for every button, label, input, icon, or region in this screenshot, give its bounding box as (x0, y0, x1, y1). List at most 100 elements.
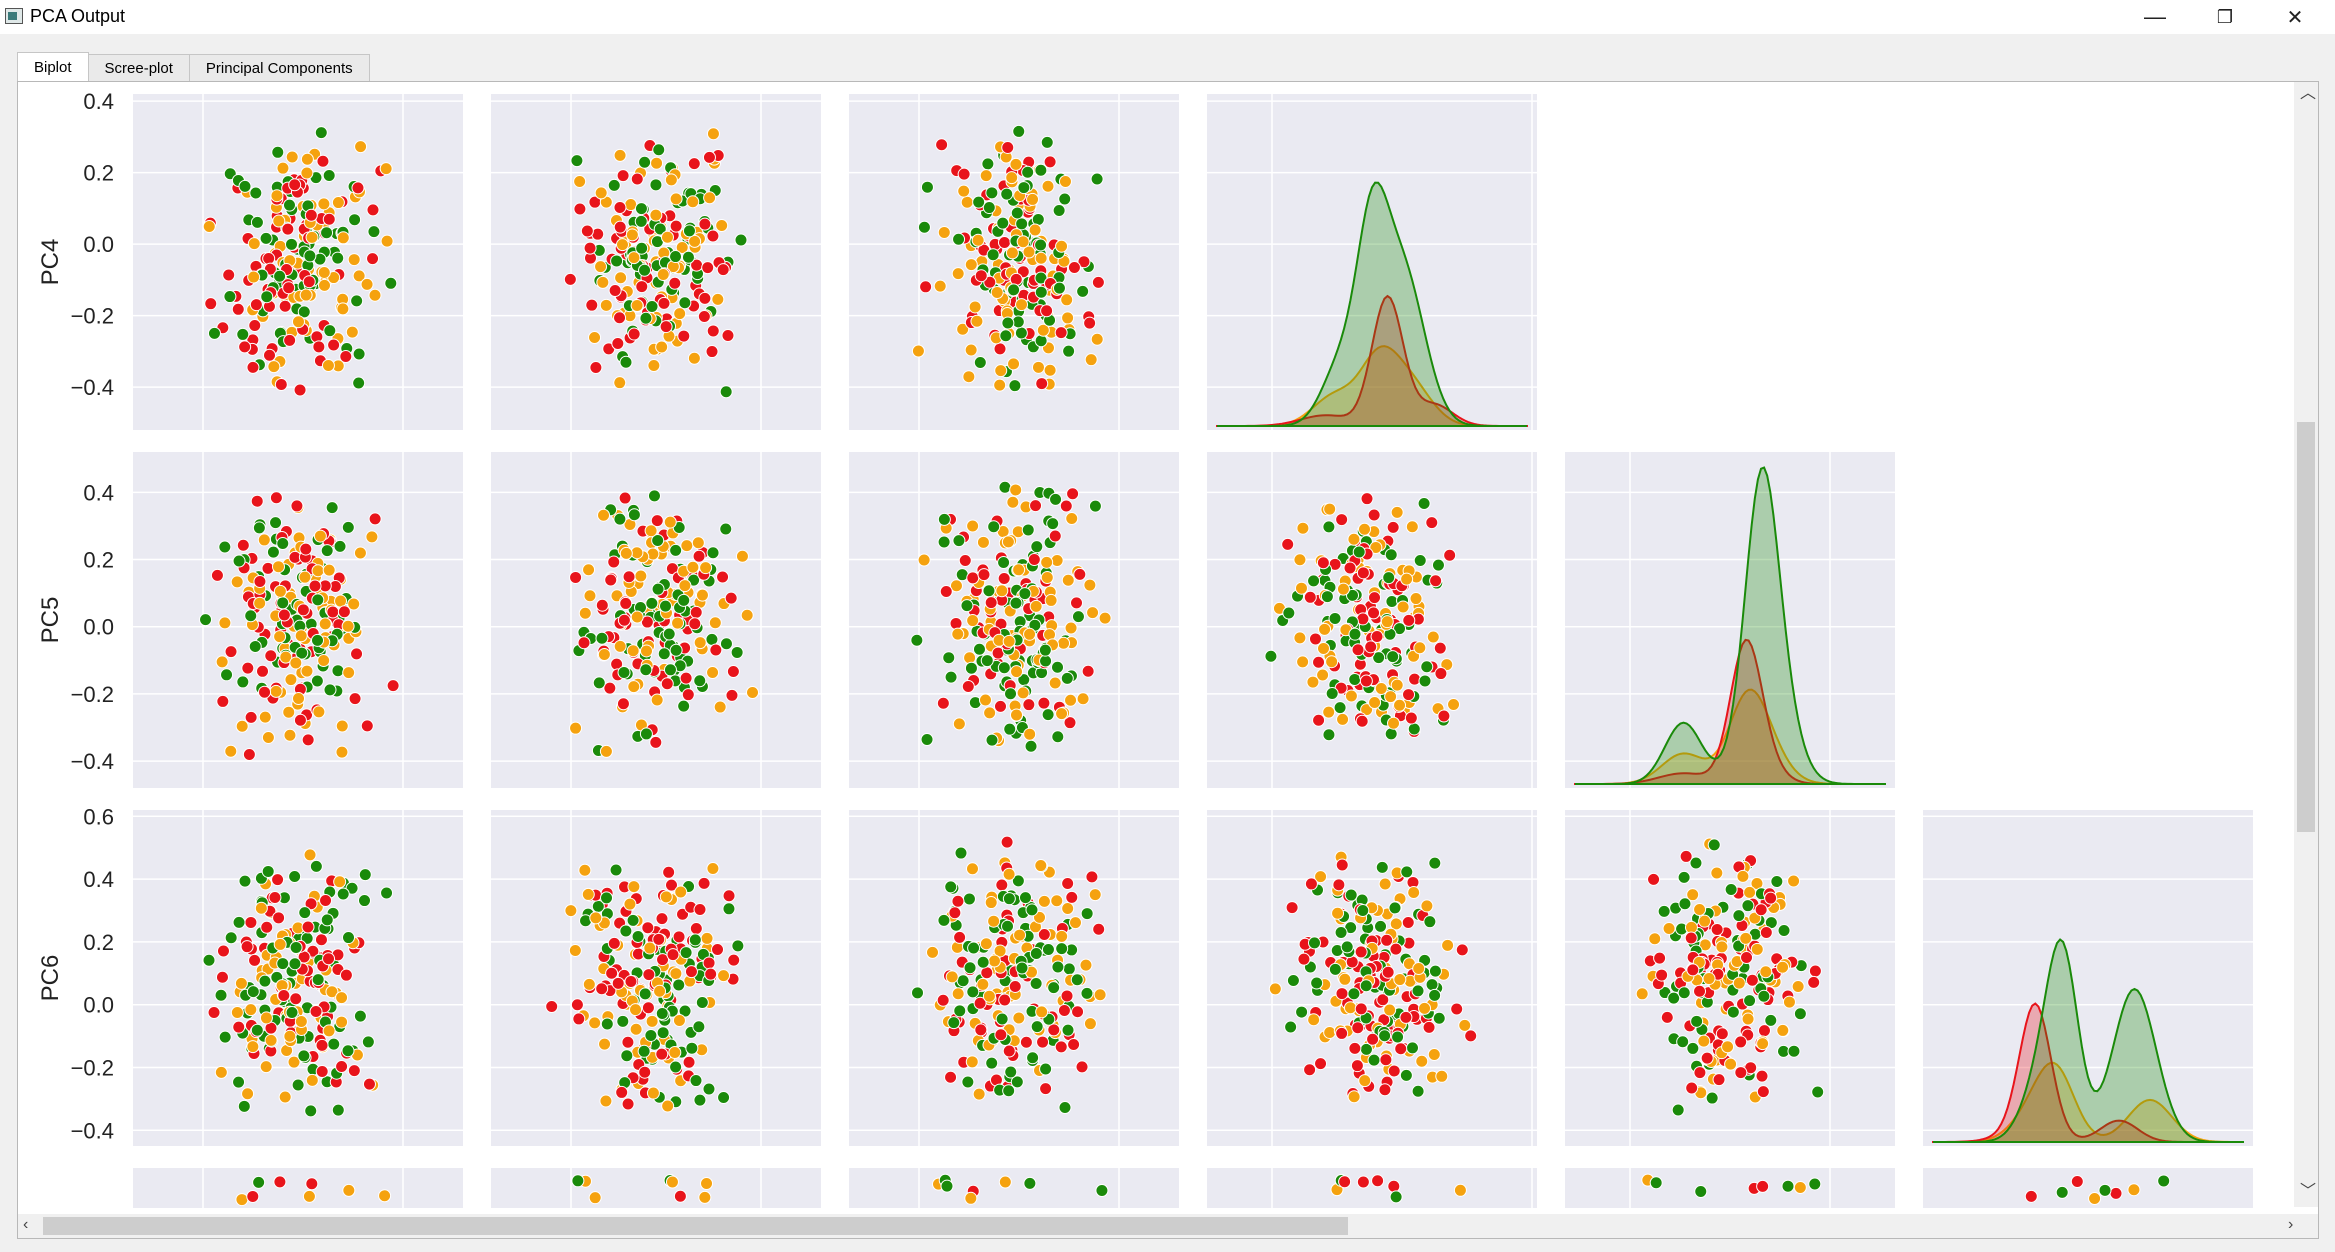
data-point (953, 930, 967, 944)
data-point (1400, 865, 1414, 879)
data-point (1702, 972, 1716, 986)
data-point (1052, 281, 1066, 295)
data-point (263, 348, 277, 362)
data-point (1705, 1091, 1719, 1105)
data-point (682, 224, 696, 238)
data-point (264, 1033, 278, 1047)
vertical-scroll-thumb[interactable] (2297, 422, 2315, 832)
y-tick-label: 0.0 (83, 993, 114, 1018)
data-point (618, 491, 632, 505)
scroll-left-icon[interactable]: ‹ (23, 1216, 29, 1233)
data-point (642, 968, 656, 982)
data-point (1732, 976, 1746, 990)
data-point (1811, 1085, 1825, 1099)
data-point (693, 1093, 707, 1107)
data-point (283, 728, 297, 742)
data-point (644, 524, 658, 538)
y-axis-label: PC6 (37, 955, 64, 1002)
data-point (1372, 651, 1386, 665)
data-point (1808, 1177, 1822, 1191)
data-point (249, 298, 263, 312)
horizontal-scroll-thumb[interactable] (43, 1217, 1348, 1235)
data-point (224, 645, 238, 659)
data-point (653, 984, 667, 998)
data-point (995, 1012, 1009, 1026)
data-point (610, 254, 624, 268)
data-point (971, 233, 985, 247)
vertical-scrollbar[interactable]: ︿ ﹀ (2294, 82, 2318, 1207)
data-point (1402, 688, 1416, 702)
data-point (1374, 919, 1388, 933)
tab-scree-plot[interactable]: Scree-plot (87, 54, 190, 81)
data-point (1046, 517, 1060, 531)
data-point (254, 901, 268, 915)
data-point (947, 1016, 961, 1030)
data-point (1693, 1066, 1707, 1080)
data-point (341, 1044, 355, 1058)
data-point (1019, 1035, 1033, 1049)
data-point (966, 985, 980, 999)
data-point (236, 327, 250, 341)
data-point (248, 639, 262, 653)
data-point (232, 554, 246, 568)
data-point (1698, 914, 1712, 928)
data-point (936, 696, 950, 710)
data-point (1429, 574, 1443, 588)
scroll-right-icon[interactable]: › (2288, 1216, 2294, 1233)
data-point (259, 1060, 273, 1074)
data-point (322, 212, 336, 226)
data-point (261, 730, 275, 744)
data-point (700, 931, 714, 945)
data-point (570, 998, 584, 1012)
data-point (997, 235, 1011, 249)
data-point (997, 571, 1011, 585)
horizontal-scrollbar[interactable]: ‹ › (18, 1214, 2318, 1238)
data-point (367, 225, 381, 239)
scroll-up-icon[interactable]: ︿ (2300, 85, 2317, 102)
data-point (1091, 275, 1105, 289)
data-point (293, 713, 307, 727)
data-point (315, 1064, 329, 1078)
tab-biplot[interactable]: Biplot (17, 52, 89, 81)
data-point (982, 584, 996, 598)
data-point (966, 519, 980, 533)
restore-button[interactable]: ❐ (2216, 6, 2234, 27)
data-point (638, 155, 652, 169)
data-point (607, 178, 621, 192)
data-point (978, 693, 992, 707)
data-point (2157, 1174, 2171, 1188)
scroll-down-icon[interactable]: ﹀ (2300, 1183, 2317, 1200)
data-point (1335, 513, 1349, 527)
data-point (577, 636, 591, 650)
data-point (1026, 1051, 1040, 1065)
close-button[interactable]: ✕ (2286, 6, 2304, 29)
data-point (953, 1004, 967, 1018)
data-point (238, 340, 252, 354)
data-point (627, 880, 641, 894)
data-point (1092, 922, 1106, 936)
data-point (616, 1014, 630, 1028)
data-point (979, 169, 993, 183)
data-point (1029, 976, 1043, 990)
data-point (669, 219, 683, 233)
data-point (1039, 1082, 1053, 1096)
minimize-button[interactable]: — (2144, 4, 2166, 29)
data-point (1043, 363, 1057, 377)
data-point (1647, 872, 1661, 886)
data-point (677, 699, 691, 713)
data-point (646, 1086, 660, 1100)
data-point (261, 864, 275, 878)
data-point (1807, 975, 1821, 989)
data-point (2055, 1185, 2069, 1199)
data-point (1393, 698, 1407, 712)
data-point (1405, 1041, 1419, 1055)
data-point (1284, 1020, 1298, 1034)
data-point (293, 383, 307, 397)
data-point (999, 329, 1013, 343)
data-point (676, 907, 690, 921)
data-point (1035, 1005, 1049, 1019)
data-point (1734, 1066, 1748, 1080)
data-point (1282, 606, 1296, 620)
tab-principal-components[interactable]: Principal Components (188, 54, 370, 81)
data-point (1367, 508, 1381, 522)
